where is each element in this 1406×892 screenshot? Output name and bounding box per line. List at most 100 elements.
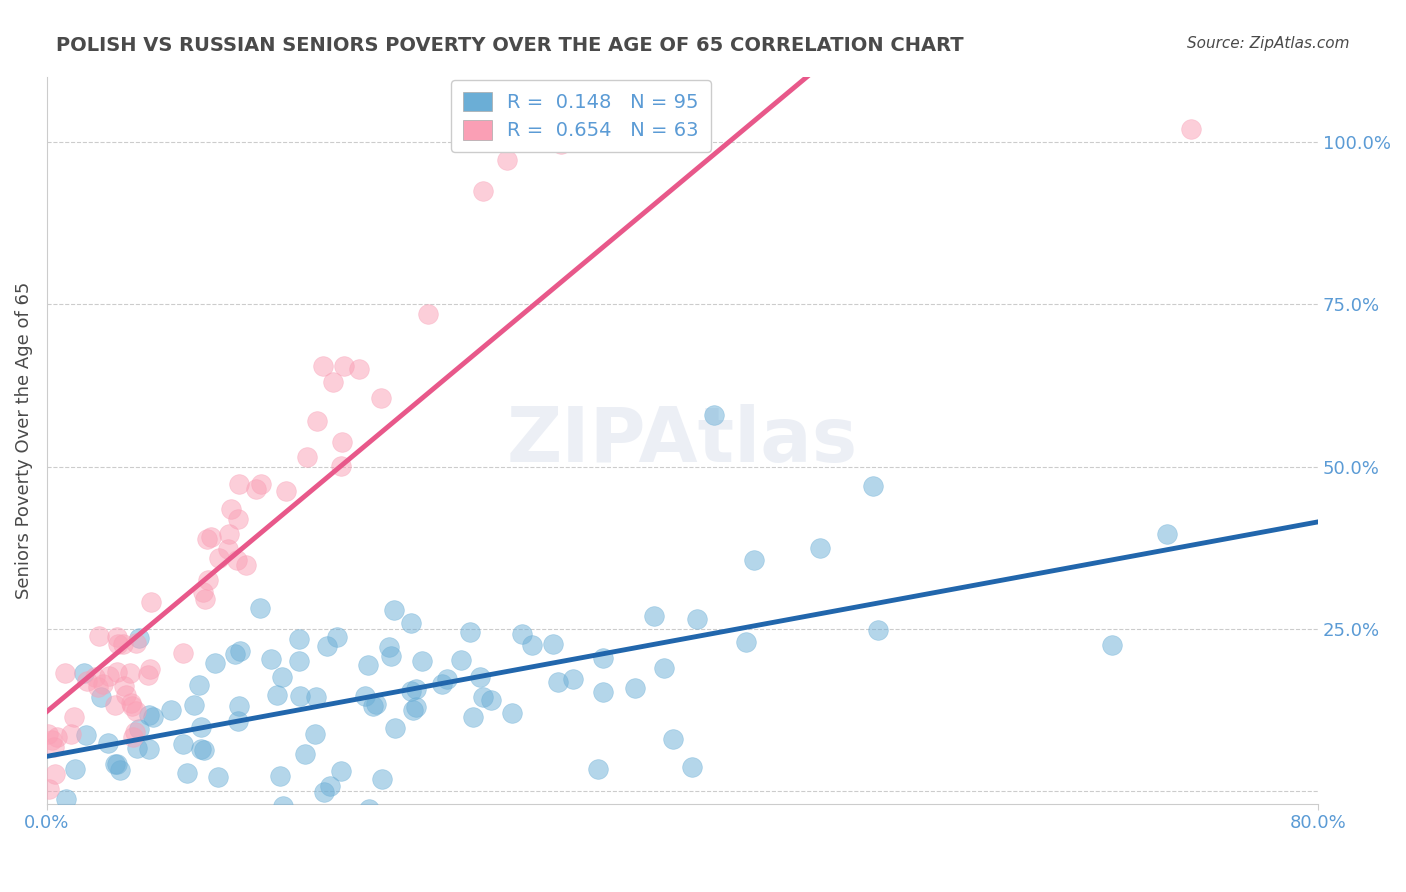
Point [681, 760, 703, 774]
Point [329, 458, 352, 473]
Point [316, 639, 339, 653]
Point [561, 673, 583, 687]
Point [221, 501, 243, 516]
Point [53, 666, 76, 681]
Point [377, 640, 399, 654]
Point [330, 435, 353, 450]
Point [122, 730, 145, 744]
Point [1101, 638, 1123, 652]
Point [735, 635, 758, 649]
Text: ZIPAtlas: ZIPAtlas [508, 404, 858, 478]
Point [200, 530, 222, 544]
Point [269, 769, 291, 783]
Point [160, 703, 183, 717]
Point [249, 601, 271, 615]
Point [166, 840, 188, 855]
Point [461, 710, 484, 724]
Point [401, 684, 423, 698]
Point [495, 153, 517, 167]
Point [195, 532, 218, 546]
Point [297, 450, 319, 465]
Point [547, 674, 569, 689]
Point [63, 710, 86, 724]
Text: POLISH VS RUSSIAN SENIORS POVERTY OVER THE AGE OF 65 CORRELATION CHART: POLISH VS RUSSIAN SENIORS POVERTY OVER T… [56, 36, 965, 54]
Point [330, 764, 353, 778]
Point [450, 653, 472, 667]
Point [643, 608, 665, 623]
Point [460, 625, 482, 640]
Point [91, 677, 114, 691]
Point [59, 727, 82, 741]
Point [592, 685, 614, 699]
Point [235, 558, 257, 573]
Point [217, 541, 239, 556]
Point [686, 612, 709, 626]
Point [224, 647, 246, 661]
Point [808, 541, 831, 555]
Point [228, 644, 250, 658]
Point [218, 526, 240, 541]
Point [742, 553, 765, 567]
Point [357, 802, 380, 816]
Point [245, 482, 267, 496]
Point [120, 696, 142, 710]
Point [114, 679, 136, 693]
Point [127, 740, 149, 755]
Point [366, 697, 388, 711]
Point [623, 681, 645, 695]
Point [271, 670, 294, 684]
Point [294, 747, 316, 761]
Point [226, 511, 249, 525]
Point [550, 136, 572, 151]
Point [588, 762, 610, 776]
Point [87, 680, 110, 694]
Point [172, 737, 194, 751]
Point [138, 741, 160, 756]
Point [287, 654, 309, 668]
Point [63, 762, 86, 776]
Point [204, 656, 226, 670]
Legend: R =  0.148   N = 95, R =  0.654   N = 63: R = 0.148 N = 95, R = 0.654 N = 63 [451, 80, 710, 152]
Point [105, 631, 128, 645]
Point [37, 727, 59, 741]
Point [471, 184, 494, 198]
Point [430, 677, 453, 691]
Point [304, 727, 326, 741]
Point [83, 670, 105, 684]
Point [250, 477, 273, 491]
Point [501, 706, 523, 720]
Point [384, 722, 406, 736]
Point [1156, 527, 1178, 541]
Point [288, 632, 311, 646]
Point [118, 665, 141, 680]
Point [141, 595, 163, 609]
Point [228, 698, 250, 713]
Point [98, 669, 121, 683]
Point [197, 574, 219, 588]
Point [662, 732, 685, 747]
Point [42, 739, 65, 754]
Point [1180, 122, 1202, 136]
Point [592, 651, 614, 665]
Point [274, 483, 297, 498]
Point [139, 662, 162, 676]
Point [108, 763, 131, 777]
Point [167, 859, 190, 873]
Point [380, 649, 402, 664]
Point [319, 779, 342, 793]
Point [208, 550, 231, 565]
Point [125, 636, 148, 650]
Point [652, 661, 675, 675]
Point [312, 359, 335, 373]
Point [112, 637, 135, 651]
Point [188, 678, 211, 692]
Point [103, 757, 125, 772]
Point [90, 690, 112, 704]
Point [125, 704, 148, 718]
Point [191, 585, 214, 599]
Point [87, 629, 110, 643]
Point [190, 742, 212, 756]
Point [382, 603, 405, 617]
Point [520, 638, 543, 652]
Point [190, 720, 212, 734]
